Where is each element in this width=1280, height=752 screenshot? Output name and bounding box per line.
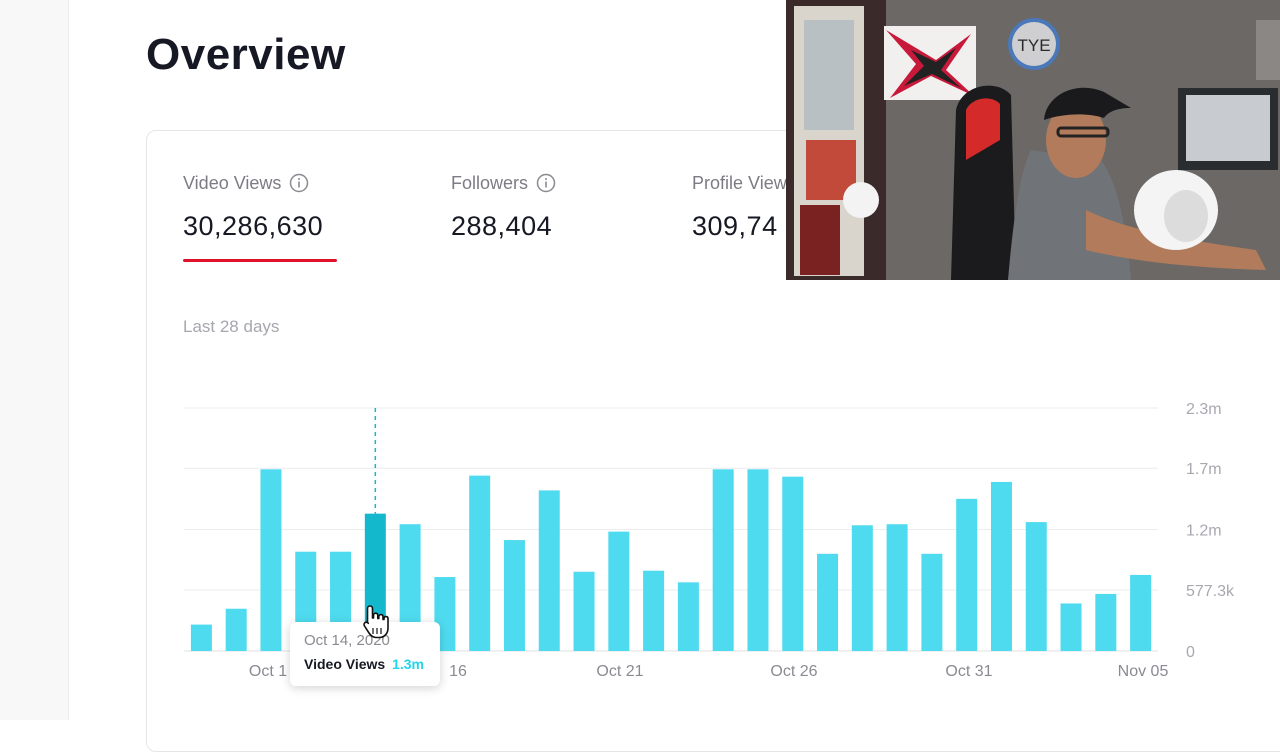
webcam-overlay: TYE	[786, 0, 1280, 280]
chart-bar[interactable]	[469, 475, 491, 651]
y-tick-label: 577.3k	[1186, 583, 1235, 600]
metric-label: Profile Views	[692, 172, 796, 193]
metric-label-row: Profile Views	[692, 171, 796, 195]
tooltip-row: Video Views 1.3m	[304, 656, 424, 672]
webcam-badge-text: TYE	[1017, 36, 1050, 55]
metric-label: Video Views	[183, 172, 282, 193]
chart-bar[interactable]	[886, 524, 908, 651]
y-tick-label: 2.3m	[1186, 401, 1222, 418]
chart-bar[interactable]	[747, 469, 769, 651]
chart-x-axis: Oct 1 16 Oct 21 Oct 26 Oct 31 Nov 05	[249, 663, 1169, 680]
chart-bar[interactable]	[990, 481, 1012, 651]
metric-video-views[interactable]: Video Views 30,286,630	[183, 171, 337, 262]
chart-bar[interactable]	[712, 469, 734, 651]
webcam-video-frame: TYE	[786, 0, 1280, 280]
chart-bar[interactable]	[190, 624, 212, 651]
hand-pointer-icon	[363, 605, 389, 639]
tooltip-metric: Video Views	[304, 656, 386, 672]
chart-y-axis: 2.3m 1.7m 1.2m 577.3k 0	[1186, 401, 1235, 661]
chart-bar[interactable]	[538, 490, 560, 651]
chart-bar[interactable]	[1095, 593, 1117, 651]
tooltip-date: Oct 14, 2020	[304, 632, 390, 649]
metric-profile-views[interactable]: Profile Views 309,74	[692, 171, 796, 242]
info-icon[interactable]	[536, 173, 556, 193]
y-tick-label: 1.7m	[1186, 461, 1222, 478]
metric-value: 288,404	[451, 211, 553, 241]
chart-bar[interactable]	[782, 476, 804, 651]
y-tick-label: 0	[1186, 644, 1195, 661]
chart-bar[interactable]	[817, 553, 839, 651]
chart-bar[interactable]	[1060, 603, 1082, 651]
info-icon[interactable]	[289, 173, 309, 193]
tooltip-value: 1.3m	[392, 656, 425, 672]
chart-bar[interactable]	[399, 524, 421, 651]
chart-bar[interactable]	[643, 570, 665, 651]
metric-label: Followers	[451, 172, 529, 193]
chart-bar[interactable]	[1130, 574, 1152, 651]
y-tick-label: 1.2m	[1186, 523, 1222, 540]
x-tick-label: Oct 31	[945, 663, 992, 680]
selected-metric-underline	[183, 259, 337, 262]
chart-bar[interactable]	[956, 498, 978, 651]
chart-bar[interactable]	[225, 608, 247, 651]
chart-bar[interactable]	[677, 582, 699, 651]
x-tick-label: Oct 26	[770, 663, 817, 680]
date-range-label: Last 28 days	[183, 317, 280, 336]
x-tick-label: 16	[449, 663, 467, 680]
chart-bar[interactable]	[608, 531, 630, 651]
metric-value: 30,286,630	[183, 211, 324, 241]
chart-bar[interactable]	[503, 540, 525, 651]
x-tick-label: Nov 05	[1118, 663, 1169, 680]
x-tick-label: Oct 21	[596, 663, 643, 680]
chart-bar[interactable]	[1025, 522, 1047, 651]
chart-bar[interactable]	[851, 525, 873, 651]
chart-bar[interactable]	[921, 553, 943, 651]
metric-value: 309,74	[692, 211, 778, 241]
metric-label-row: Video Views	[183, 171, 323, 195]
metric-followers[interactable]: Followers 288,404	[451, 171, 556, 242]
chart-bar[interactable]	[573, 571, 595, 651]
chart-tooltip: Oct 14, 2020 Video Views 1.3m	[290, 622, 440, 686]
chart-bar[interactable]	[260, 469, 282, 651]
x-tick-label: Oct 1	[249, 663, 287, 680]
left-sidebar-gutter	[0, 0, 69, 720]
metric-label-row: Followers	[451, 171, 556, 195]
page-title: Overview	[146, 30, 346, 79]
